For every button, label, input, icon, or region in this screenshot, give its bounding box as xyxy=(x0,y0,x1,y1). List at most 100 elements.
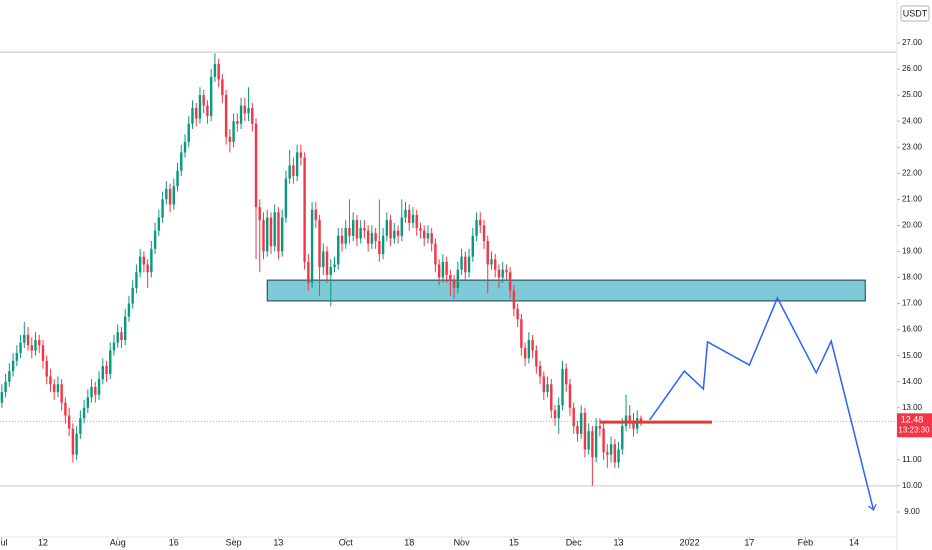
candle-body xyxy=(348,227,351,236)
candle-body xyxy=(288,165,291,179)
candle-body xyxy=(15,353,19,361)
candle-body xyxy=(340,235,344,244)
candle-body xyxy=(553,410,557,419)
candle-body xyxy=(434,243,437,265)
y-tick-label: 17.00 xyxy=(902,299,923,308)
candle-body xyxy=(385,220,389,236)
candle-body xyxy=(381,235,385,255)
candle-body xyxy=(422,230,426,239)
candle-body xyxy=(247,108,250,114)
candle-body xyxy=(370,233,374,244)
x-tick-label: 15 xyxy=(509,537,519,547)
candle-body xyxy=(198,95,202,119)
candle-body xyxy=(26,334,30,346)
candle-body xyxy=(239,105,243,124)
candle-body xyxy=(359,227,362,239)
candle-body xyxy=(135,272,138,288)
candle-body xyxy=(378,241,381,255)
candle-body xyxy=(11,360,15,372)
candle-body xyxy=(187,123,190,143)
candle-body xyxy=(557,405,560,419)
candle-body xyxy=(217,63,220,80)
candle-body xyxy=(520,319,523,348)
candle-body xyxy=(583,412,587,450)
candle-body xyxy=(277,212,280,252)
candle-body xyxy=(0,392,4,403)
candle-body xyxy=(49,376,52,385)
candle-body xyxy=(497,269,501,278)
candle-body xyxy=(366,230,370,244)
candle-body xyxy=(224,95,228,137)
candle-body xyxy=(157,217,161,231)
currency-label: USDT xyxy=(903,8,928,18)
candle-body xyxy=(195,108,198,119)
candle-body xyxy=(284,178,288,218)
candle-body xyxy=(475,220,478,236)
candle-body xyxy=(415,214,418,228)
candle-body xyxy=(389,220,392,239)
candle-body xyxy=(258,207,261,221)
candle-body xyxy=(322,251,325,268)
candle-body xyxy=(307,261,310,283)
x-tick-label: Feb xyxy=(798,537,814,547)
candle-body xyxy=(101,366,104,380)
candle-body xyxy=(303,157,306,262)
candle-body xyxy=(628,415,631,421)
candle-body xyxy=(38,340,41,346)
candle-body xyxy=(609,444,613,455)
countdown-label: 13:23:30 xyxy=(898,425,930,434)
candle-body xyxy=(426,233,430,239)
candle-body xyxy=(396,230,400,236)
candle-body xyxy=(221,79,224,96)
candle-body xyxy=(460,256,463,270)
x-tick-label: 16 xyxy=(169,537,179,547)
candle-body xyxy=(45,360,48,377)
candle-body xyxy=(202,95,205,106)
candle-body xyxy=(34,340,37,351)
candle-body xyxy=(568,384,572,408)
x-tick-label: Sep xyxy=(226,537,242,547)
candle-body xyxy=(565,368,568,385)
candle-body xyxy=(576,426,579,434)
y-tick-label: 19.00 xyxy=(902,247,923,256)
candle-body xyxy=(355,220,359,239)
y-tick-label: 10.00 xyxy=(902,481,923,490)
candle-body xyxy=(105,366,108,374)
candle-body xyxy=(606,452,609,455)
candle-body xyxy=(23,334,26,343)
candle-body xyxy=(19,342,22,354)
candle-body xyxy=(617,449,620,463)
y-tick-label: 15.00 xyxy=(902,351,923,360)
candle-body xyxy=(591,431,594,458)
candle-body xyxy=(613,444,617,463)
candle-body xyxy=(146,264,149,273)
candle-body xyxy=(64,402,67,416)
candle-body xyxy=(180,152,183,171)
candle-body xyxy=(337,235,340,265)
candle-body xyxy=(232,121,235,143)
candle-body xyxy=(318,220,321,268)
candle-body xyxy=(206,105,209,116)
candle-body xyxy=(266,217,269,252)
candle-body xyxy=(374,233,377,242)
candle-body xyxy=(325,251,329,275)
x-tick-label: Aug xyxy=(110,537,126,547)
x-tick-label: 17 xyxy=(744,537,754,547)
candle-body xyxy=(632,420,635,429)
candle-body xyxy=(243,105,247,114)
candle-body xyxy=(41,345,45,361)
projection-path xyxy=(648,296,874,510)
y-tick-label: 13.00 xyxy=(902,403,923,412)
candle-body xyxy=(393,230,396,239)
y-tick-label: 21.00 xyxy=(902,194,923,203)
candle-body xyxy=(542,376,546,393)
x-tick-label: Jul xyxy=(0,537,8,547)
candle-body xyxy=(86,397,90,408)
candle-body xyxy=(183,142,187,153)
candle-body xyxy=(494,259,497,270)
x-tick-label: Oct xyxy=(339,537,354,547)
y-tick-label: 25.00 xyxy=(902,90,923,99)
y-tick-label: 24.00 xyxy=(902,116,923,125)
x-tick-label: 18 xyxy=(404,537,414,547)
x-tick-label: 13 xyxy=(273,537,283,547)
